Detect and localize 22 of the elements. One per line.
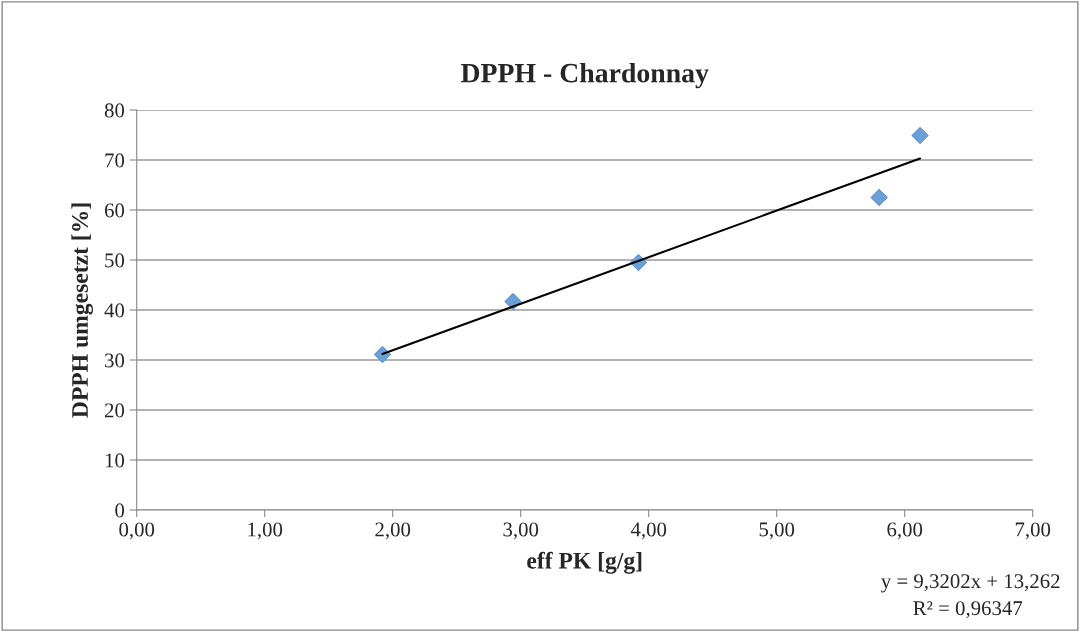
y-tick-label: 80 (104, 103, 125, 118)
y-tick-label: 20 (104, 403, 125, 418)
x-axis-title: eff PK [g/g] (527, 551, 642, 574)
y-tick-label: 10 (105, 453, 125, 468)
x-tick-label: 1,00 (248, 522, 283, 540)
y-tick-label: 60 (104, 203, 125, 218)
y-tick-label: 70 (105, 153, 125, 168)
x-tick-label: 3,00 (503, 522, 539, 540)
x-tick-label: 6,00 (887, 522, 923, 540)
y-axis-title: DPPH umgesetzt [%] (71, 203, 93, 418)
x-tick-label: 7,00 (1015, 522, 1051, 540)
x-tick-label: 5,00 (759, 522, 795, 540)
text: R² = 0,96347 (913, 601, 1023, 619)
x-tick-label: 0,00 (119, 522, 155, 540)
chart-title: DPPH - Chardonnay (460, 62, 709, 89)
x-tick-label: 4,00 (630, 522, 667, 540)
y-tick-label: 30 (105, 353, 125, 368)
text: y = 9,3202x + 13,262 (881, 574, 1060, 593)
y-tick-label: 40 (104, 303, 125, 318)
x-tick-label: 2,00 (375, 522, 411, 540)
y-tick-label: 0 (115, 503, 125, 518)
y-tick-label: 50 (105, 253, 125, 268)
